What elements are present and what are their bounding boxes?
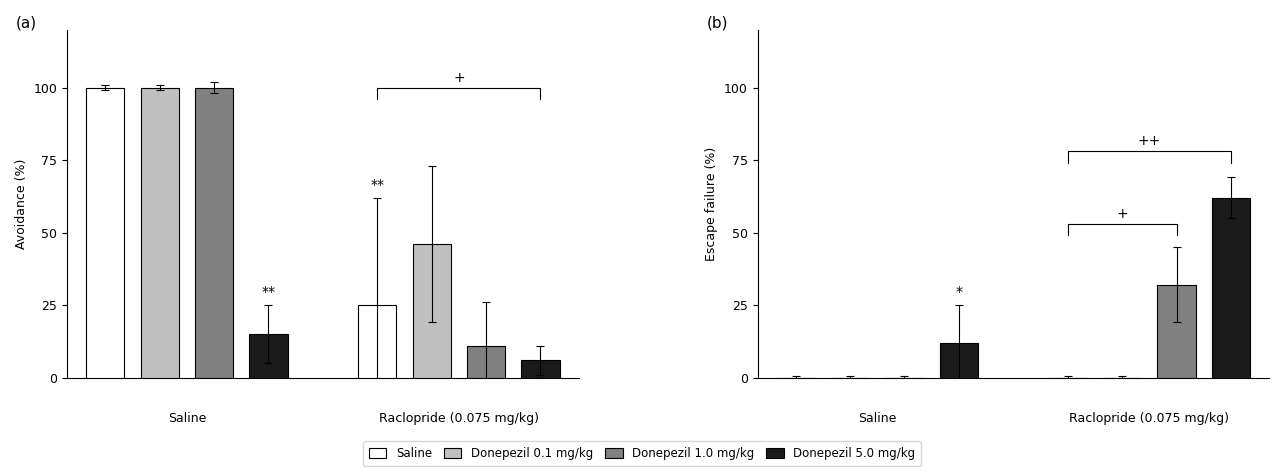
Bar: [249, 334, 288, 378]
Text: +: +: [453, 71, 465, 84]
Bar: [1157, 285, 1195, 378]
Text: (b): (b): [706, 16, 728, 31]
Bar: [141, 87, 178, 378]
Bar: [467, 346, 505, 378]
Text: (a): (a): [15, 16, 37, 31]
Text: Raclopride (0.075 mg/kg): Raclopride (0.075 mg/kg): [1070, 413, 1229, 425]
Text: +: +: [1116, 207, 1127, 221]
Text: Saline: Saline: [858, 413, 896, 425]
Bar: [1212, 198, 1249, 378]
Legend: Saline, Donepezil 0.1 mg/kg, Donepezil 1.0 mg/kg, Donepezil 5.0 mg/kg: Saline, Donepezil 0.1 mg/kg, Donepezil 1…: [362, 441, 922, 466]
Bar: [412, 244, 451, 378]
Y-axis label: Avoidance (%): Avoidance (%): [15, 159, 28, 249]
Text: **: **: [262, 285, 276, 299]
Bar: [940, 343, 978, 378]
Y-axis label: Escape failure (%): Escape failure (%): [705, 146, 719, 261]
Text: Saline: Saline: [168, 413, 205, 425]
Text: ++: ++: [1138, 135, 1161, 149]
Bar: [358, 305, 397, 378]
Text: Raclopride (0.075 mg/kg): Raclopride (0.075 mg/kg): [379, 413, 539, 425]
Text: *: *: [955, 285, 963, 299]
Text: **: **: [370, 178, 384, 192]
Bar: [86, 87, 125, 378]
Bar: [195, 87, 234, 378]
Bar: [521, 360, 560, 378]
